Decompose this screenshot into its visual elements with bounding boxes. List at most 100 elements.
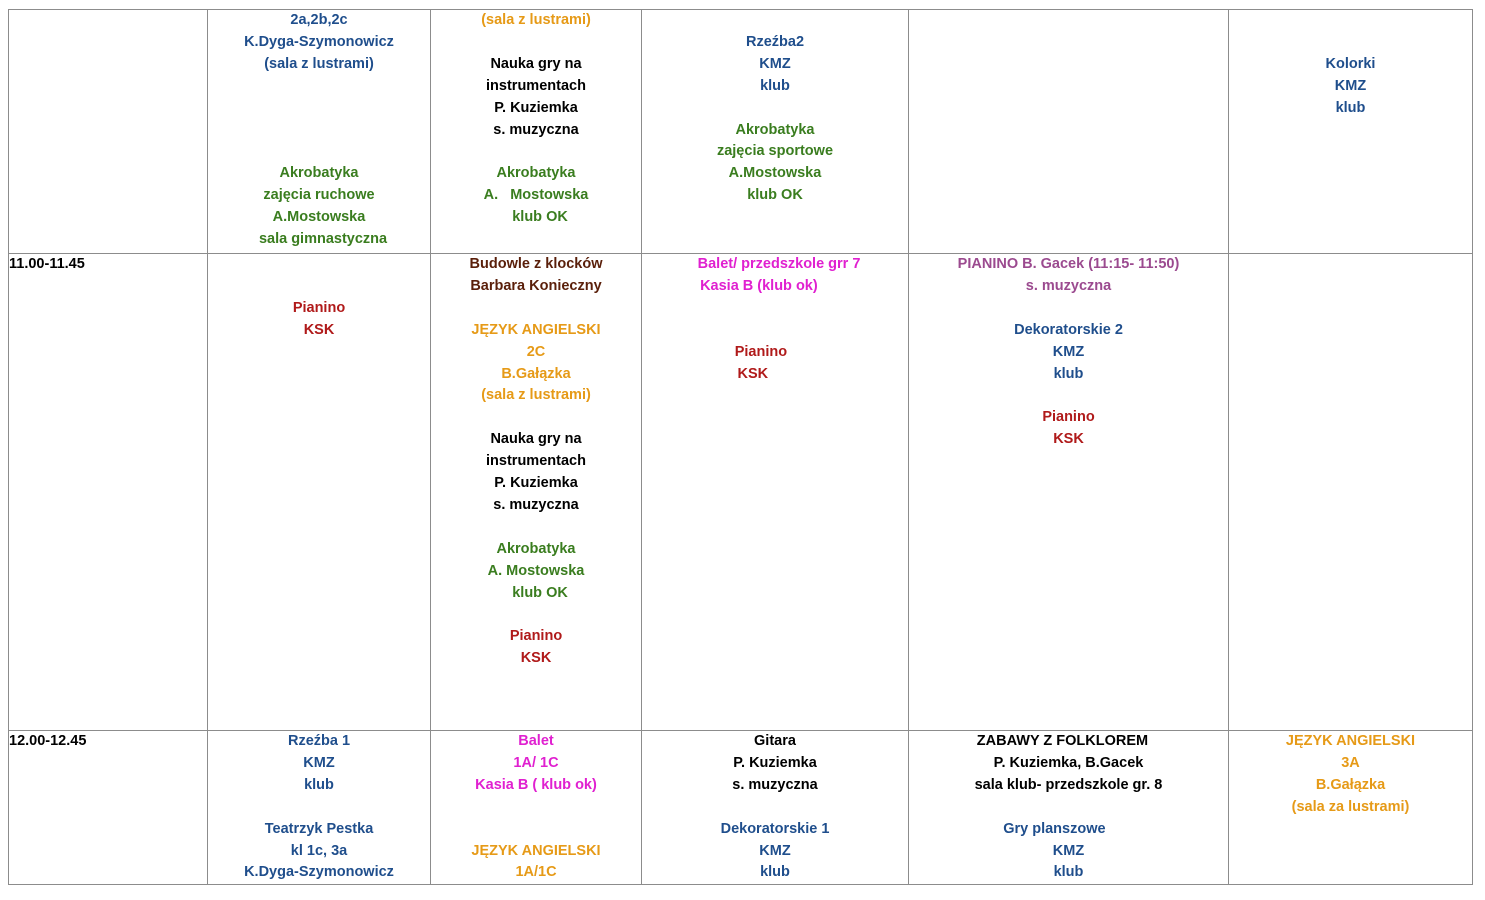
schedule-cell: Pianino KSK	[207, 253, 431, 731]
activity-line: A. Mostowska	[487, 562, 585, 579]
activity-line: (sala z lustrami)	[481, 387, 591, 404]
activity-line: KMZ	[1334, 77, 1367, 94]
spacer	[432, 32, 641, 54]
activity-line: KMZ	[1052, 343, 1085, 360]
schedule-cell: 2a,2b,2c K.Dyga-Szymonowicz (sala z lustra…	[207, 9, 431, 254]
activity-line: instrumentach	[486, 453, 586, 470]
activity-line: A. Mostowska	[483, 187, 589, 204]
activity-line: klub	[1335, 99, 1366, 116]
activity-line: Budowle z klocków	[469, 256, 603, 272]
schedule-cell: Budowle z klocków Barbara Konieczny JĘZYK …	[430, 253, 642, 731]
spacer	[209, 76, 430, 98]
schedule-cell: Balet/ przedszkole grr 7 Kasia B (klub ok…	[641, 253, 909, 731]
schedule-table: 2a,2b,2c K.Dyga-Szymonowicz (sala z lustra…	[8, 9, 1473, 886]
activity-line: PIANINO B. Gacek (11:15- 11:50)	[957, 256, 1180, 272]
spacer	[643, 11, 908, 32]
activity-line: KSK	[520, 650, 552, 667]
activity-line: A.Mostowska	[728, 165, 822, 182]
activity-line: 2C	[526, 343, 546, 360]
spacer	[209, 98, 430, 120]
activity-line: instrumentach	[486, 77, 586, 94]
activity-line: Akrobatyka	[496, 540, 576, 557]
activity-line: KSK	[1053, 431, 1084, 448]
activity-line: KMZ	[759, 842, 791, 859]
activity-line: klub OK	[747, 187, 803, 204]
activity-line: Balet	[518, 733, 554, 749]
activity-line: A.Mostowska	[272, 209, 366, 226]
activity-line: Nauka gry na	[490, 55, 582, 72]
activity-line: ZABAWY Z FOLKLOREM	[976, 733, 1161, 749]
activity-line: klub	[1053, 864, 1084, 881]
schedule-body: 2a,2b,2c K.Dyga-Szymonowicz (sala z lustra…	[8, 9, 1473, 886]
activity-line: Teatrzyk Pestka	[264, 820, 374, 837]
activity-line: KMZ	[303, 754, 335, 771]
activity-line: Akrobatyka	[496, 165, 576, 182]
activity-line: 2a,2b,2c	[290, 12, 348, 28]
schedule-cell: Kolorki KMZ klub	[1228, 9, 1473, 254]
spacer	[910, 797, 1228, 819]
activity-line: B.Gałązka	[501, 365, 571, 382]
spacer	[643, 797, 908, 819]
activity-line: B.Gałązka	[1315, 776, 1386, 793]
spacer	[643, 298, 908, 320]
activity-line: Rzeźba2	[745, 33, 805, 50]
spacer	[432, 298, 641, 320]
activity-line: JĘZYK ANGIELSKI	[471, 842, 601, 859]
activity-line: Gitara	[754, 733, 796, 749]
schedule-cell: Gitara P. Kuziemka s. muzyczna Dekoratorski…	[641, 729, 909, 886]
spacer	[432, 407, 641, 429]
activity-line: Akrobatyka	[279, 165, 359, 182]
activity-line: Balet/ przedszkole grr 7	[689, 256, 861, 272]
activity-line: Barbara Konieczny	[470, 277, 602, 294]
schedule-cell: Rzeźba 1 KMZ klub Teatrzyk Pestka kl 1c, 3a K…	[207, 729, 431, 886]
spacer	[209, 797, 430, 819]
activity-line: JĘZYK ANGIELSKI	[471, 321, 601, 338]
activity-line: s. muzyczna	[493, 496, 579, 513]
activity-line: s. muzyczna	[732, 776, 818, 793]
activity-line: 3A	[1341, 754, 1360, 771]
schedule-row: 2a,2b,2c K.Dyga-Szymonowicz (sala z lustra…	[8, 9, 1473, 254]
spacer	[432, 797, 641, 819]
activity-line: Kasia B (klub ok)	[700, 277, 850, 294]
activity-line: P. Kuziemka	[494, 475, 578, 492]
activity-line: klub	[760, 864, 790, 881]
spacer	[1230, 11, 1472, 32]
schedule-cell: (sala z lustrami) Nauka gry na instrumenta…	[430, 9, 642, 254]
activity-line: Kolorki	[1325, 55, 1376, 72]
activity-line: Nauka gry na	[490, 431, 582, 448]
activity-line: klub	[304, 776, 334, 793]
spacer	[432, 604, 641, 626]
activity-line: Gry planszowe	[1003, 820, 1134, 837]
activity-line: sala klub- przedszkole gr. 8	[974, 776, 1163, 793]
schedule-row: 11.00-11.45 Pianino KSK Budowle z klocków…	[8, 253, 1473, 731]
activity-line: Pianino	[1042, 409, 1095, 426]
activity-line: K.Dyga-Szymonowicz	[244, 864, 394, 881]
schedule-cell: Balet 1A/ 1C Kasia B ( klub ok) JĘZYK ANGIE…	[430, 729, 642, 886]
activity-line: (sala za lustrami)	[1291, 798, 1410, 815]
activity-line: KSK	[737, 365, 813, 382]
activity-line: Dekoratorskie 2	[1014, 321, 1123, 338]
activity-line: P. Kuziemka, B.Gacek	[993, 754, 1144, 771]
activity-line: Dekoratorskie 1	[720, 820, 830, 837]
activity-line: KMZ	[759, 55, 791, 72]
activity-line: 1A/ 1C	[513, 754, 559, 771]
activity-line: kl 1c, 3a	[290, 842, 348, 859]
spacer	[1230, 32, 1472, 54]
activity-line: Pianino	[734, 343, 816, 360]
schedule-cell: PIANINO B. Gacek (11:15- 11:50) s. muzycz…	[908, 253, 1229, 731]
activity-line: klub OK	[504, 584, 568, 601]
activity-line: Akrobatyka	[735, 121, 815, 138]
activity-line: 1A/1C	[515, 864, 557, 881]
spacer	[209, 255, 430, 276]
spacer	[643, 98, 908, 120]
spacer	[643, 320, 908, 342]
time-cell: 11.00-11.45	[8, 253, 208, 731]
activity-line: s. muzyczna	[493, 121, 579, 138]
schedule-cell: ZABAWY Z FOLKLOREM P. Kuziemka, B.Gacek s…	[908, 729, 1229, 886]
activity-line: s. muzyczna	[1025, 277, 1112, 294]
activity-line: (sala z lustrami)	[264, 55, 374, 72]
schedule-cell	[1228, 253, 1473, 731]
spacer	[432, 819, 641, 841]
spacer	[209, 120, 430, 142]
time-cell: 12.00-12.45	[8, 729, 208, 886]
